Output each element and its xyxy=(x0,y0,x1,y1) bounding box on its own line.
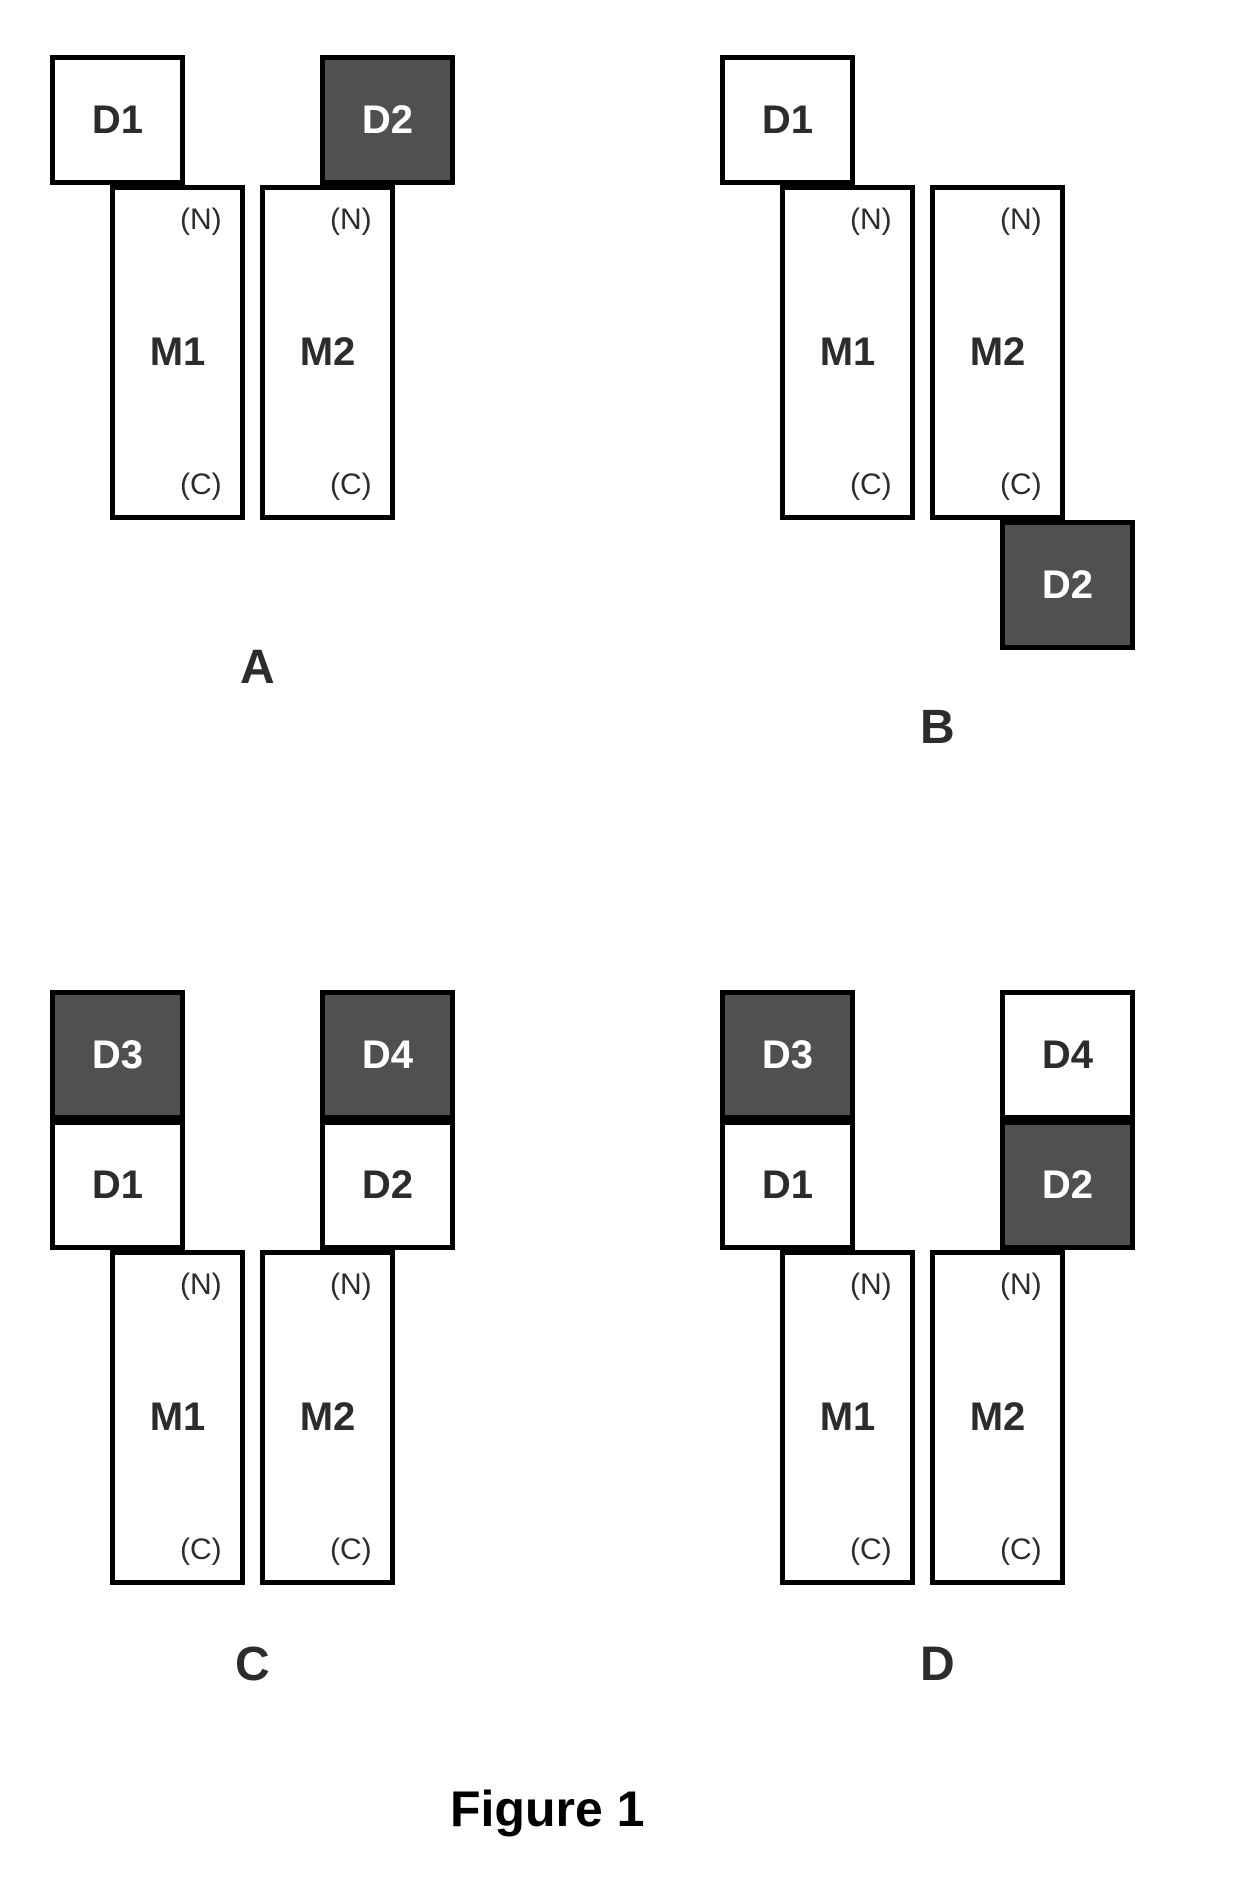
panel-b-label-m1-n: (N) xyxy=(850,203,892,237)
panel-b-box-m2: M2 xyxy=(930,185,1065,520)
panel-d-label-m1-c: (C) xyxy=(850,1533,892,1567)
panel-b-label-m2-c: (C) xyxy=(1000,468,1042,502)
panel-d-label-m1-n: (N) xyxy=(850,1268,892,1302)
panel-a-label-m2-n: (N) xyxy=(330,203,372,237)
panel-c-box-d4: D4 xyxy=(320,990,455,1120)
panel-d-box-d1: D1 xyxy=(720,1120,855,1250)
panel-a-label-m1-c: (C) xyxy=(180,468,222,502)
panel-b-caption: B xyxy=(920,700,955,755)
panel-a-label-m1-n: (N) xyxy=(180,203,222,237)
panel-c-box-d3: D3 xyxy=(50,990,185,1120)
panel-b-label-m1-c: (C) xyxy=(850,468,892,502)
panel-a-box-m1: M1 xyxy=(110,185,245,520)
panel-d-box-d2: D2 xyxy=(1000,1120,1135,1250)
panel-b-box-d1: D1 xyxy=(720,55,855,185)
panel-b-label-m2-n: (N) xyxy=(1000,203,1042,237)
panel-c-box-d1: D1 xyxy=(50,1120,185,1250)
panel-d-box-d3: D3 xyxy=(720,990,855,1120)
panel-a-box-m2: M2 xyxy=(260,185,395,520)
panel-c-box-m2: M2 xyxy=(260,1250,395,1585)
panel-c-label-m1-n: (N) xyxy=(180,1268,222,1302)
panel-c-label-m1-c: (C) xyxy=(180,1533,222,1567)
panel-d-box-d4: D4 xyxy=(1000,990,1135,1120)
panel-c-box-d2: D2 xyxy=(320,1120,455,1250)
panel-c-label-m2-n: (N) xyxy=(330,1268,372,1302)
panel-d-caption: D xyxy=(920,1637,955,1692)
figure-page: D1 D2 M1 M2 (N) (N) (C) (C) A D1 M1 M2 D… xyxy=(0,0,1240,1879)
panel-c-label-m2-c: (C) xyxy=(330,1533,372,1567)
panel-a-box-d1: D1 xyxy=(50,55,185,185)
panel-d-box-m1: M1 xyxy=(780,1250,915,1585)
panel-a-box-d2: D2 xyxy=(320,55,455,185)
panel-d-label-m2-c: (C) xyxy=(1000,1533,1042,1567)
panel-b-box-m1: M1 xyxy=(780,185,915,520)
panel-d-label-m2-n: (N) xyxy=(1000,1268,1042,1302)
panel-b-box-d2: D2 xyxy=(1000,520,1135,650)
panel-d-box-m2: M2 xyxy=(930,1250,1065,1585)
panel-c-box-m1: M1 xyxy=(110,1250,245,1585)
panel-a-caption: A xyxy=(240,640,275,695)
figure-title: Figure 1 xyxy=(450,1780,644,1838)
panel-a-label-m2-c: (C) xyxy=(330,468,372,502)
panel-c-caption: C xyxy=(235,1637,270,1692)
